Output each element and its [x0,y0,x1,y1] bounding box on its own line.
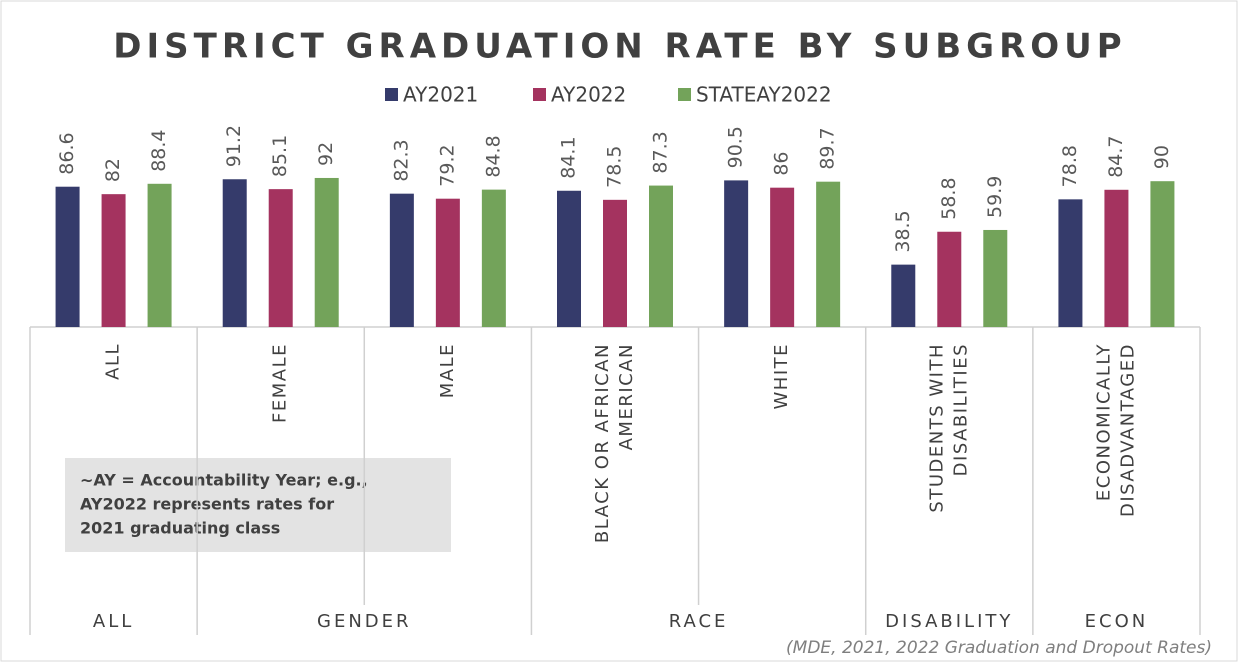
legend-swatch [385,88,398,101]
bar [816,181,841,327]
data-label: 82 [102,158,124,182]
note-box [65,458,451,552]
legend-swatch [678,88,691,101]
data-label: 86 [771,151,793,175]
data-label: 88.4 [148,129,170,171]
bar [268,189,293,327]
bar [389,193,414,327]
bar [147,183,172,327]
data-label: 82.3 [390,139,412,181]
group-label: RACE [669,611,729,632]
data-label: 84.8 [482,135,504,177]
data-label: 84.1 [558,136,580,178]
data-label: 92 [315,142,337,166]
data-label: 79.2 [436,144,458,186]
group-label: ALL [93,611,134,632]
source: (MDE, 2021, 2022 Graduation and Dropout … [786,638,1212,658]
data-label: 89.7 [817,127,839,169]
bar [314,177,339,327]
x-tick-label: DISADVANTAGED [1117,343,1138,517]
data-label: 85.1 [269,135,291,177]
data-label: 58.8 [938,177,960,219]
legend-label: AY2021 [403,83,478,107]
group-label: DISABILITY [885,611,1013,632]
bar [435,198,460,327]
bar [724,180,749,327]
x-tick-label: MALE [437,343,458,398]
bar [481,189,506,327]
bar [222,179,247,327]
bar [101,194,126,327]
x-tick-label: ECONOMICALLY [1093,343,1114,501]
note-line: AY2022 represents rates for [80,495,334,514]
x-tick-label: STUDENTS WITH [926,343,947,513]
data-label: 59.9 [984,176,1006,218]
bar [1058,199,1083,327]
chart-title: DISTRICT GRADUATION RATE BY SUBGROUP [113,27,1126,67]
bar [1150,181,1175,327]
data-label: 91.2 [223,125,245,167]
data-label: 86.6 [56,132,78,174]
bar [603,199,627,327]
bar [649,185,673,327]
bar [770,187,795,327]
x-tick-label: WHITE [771,343,792,410]
bar [983,229,1008,327]
note-line: ~AY = Accountability Year; e.g., [80,471,368,490]
bar [937,231,962,327]
data-label: 87.3 [650,131,672,173]
bar [55,186,80,327]
data-label: 84.7 [1105,135,1127,177]
bar [891,264,916,327]
x-tick-label: DISABILITIES [950,343,971,476]
legend-label: AY2022 [551,83,626,107]
group-label: GENDER [317,611,412,632]
data-label: 90.5 [725,126,747,168]
x-tick-label: FEMALE [270,343,291,423]
legend-swatch [533,88,546,101]
data-label: 78.5 [604,146,626,188]
legend-label: STATEAY2022 [696,83,832,107]
data-label: 38.5 [892,210,914,252]
data-label: 90 [1151,145,1173,169]
group-label: ECON [1085,611,1149,632]
bar [1104,189,1129,327]
x-tick-label: AMERICAN [616,343,637,450]
x-tick-label: BLACK OR AFRICAN [592,343,613,543]
bar [557,190,581,327]
note-line: 2021 graduating class [80,519,280,538]
data-label: 78.8 [1059,145,1081,187]
x-tick-label: ALL [103,343,124,380]
